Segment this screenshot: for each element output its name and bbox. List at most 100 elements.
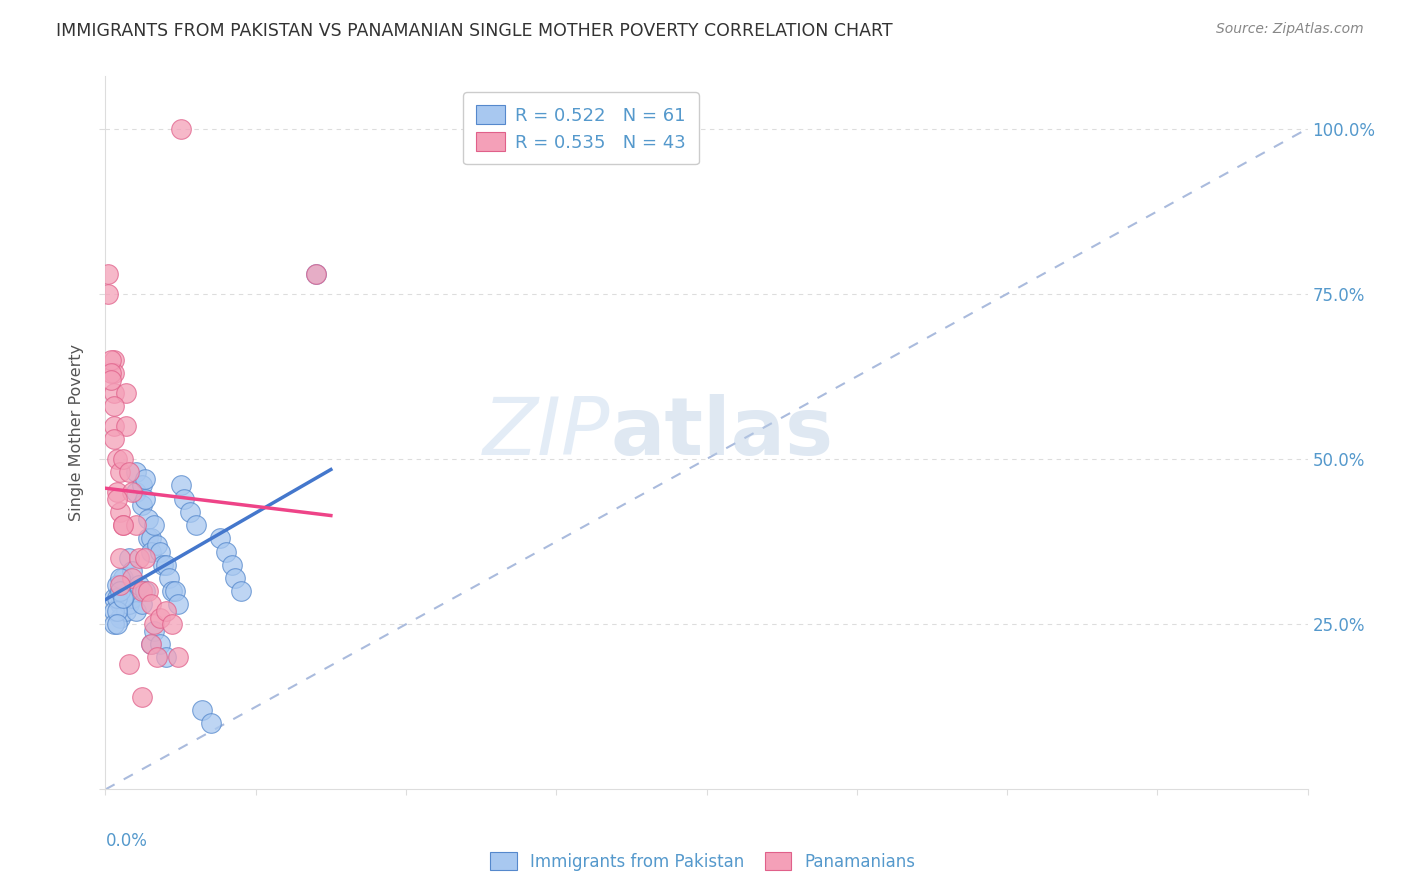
Point <box>107 617 129 632</box>
Text: ZIP: ZIP <box>484 393 610 472</box>
Point <box>112 518 135 533</box>
Point <box>103 399 125 413</box>
Point <box>115 604 138 618</box>
Text: atlas: atlas <box>610 393 834 472</box>
Point <box>208 532 231 546</box>
Point <box>136 584 159 599</box>
Point <box>139 544 162 558</box>
Point <box>107 604 129 618</box>
Point <box>224 571 246 585</box>
Point <box>121 591 143 605</box>
Point <box>115 577 138 591</box>
Point <box>221 558 243 572</box>
Point <box>145 650 167 665</box>
Point <box>110 577 132 591</box>
Point <box>136 511 159 525</box>
Point <box>103 432 125 446</box>
Point <box>145 538 167 552</box>
Point <box>124 485 146 500</box>
Point <box>142 518 165 533</box>
Point <box>179 505 201 519</box>
Point <box>115 419 138 434</box>
Point <box>103 353 125 368</box>
Point <box>148 637 170 651</box>
Point <box>134 491 156 506</box>
Point <box>131 478 153 492</box>
Point <box>115 386 138 401</box>
Point <box>100 353 122 368</box>
Point <box>110 465 132 479</box>
Point <box>103 617 125 632</box>
Point <box>134 551 156 566</box>
Point <box>124 518 146 533</box>
Point <box>166 650 188 665</box>
Text: IMMIGRANTS FROM PAKISTAN VS PANAMANIAN SINGLE MOTHER POVERTY CORRELATION CHART: IMMIGRANTS FROM PAKISTAN VS PANAMANIAN S… <box>56 22 893 40</box>
Point <box>152 558 174 572</box>
Point <box>190 703 212 717</box>
Point <box>121 565 143 579</box>
Point <box>103 386 125 401</box>
Point <box>131 690 153 704</box>
Point <box>107 591 129 605</box>
Point <box>128 577 150 591</box>
Point <box>124 465 146 479</box>
Point <box>100 366 122 380</box>
Point <box>139 637 162 651</box>
Point <box>157 571 180 585</box>
Point <box>142 624 165 638</box>
Point <box>118 598 141 612</box>
Point <box>160 617 183 632</box>
Point <box>118 584 141 599</box>
Point <box>214 544 236 558</box>
Point <box>166 598 188 612</box>
Point <box>112 518 135 533</box>
Point <box>110 598 132 612</box>
Point <box>110 584 132 599</box>
Point <box>121 571 143 585</box>
Point <box>97 267 120 281</box>
Point <box>184 518 207 533</box>
Point <box>118 551 141 566</box>
Point <box>112 591 135 605</box>
Point <box>169 121 191 136</box>
Point <box>136 532 159 546</box>
Y-axis label: Single Mother Poverty: Single Mother Poverty <box>69 344 84 521</box>
Point <box>148 610 170 624</box>
Point <box>139 637 162 651</box>
Text: 0.0%: 0.0% <box>105 832 148 850</box>
Point <box>118 465 141 479</box>
Point <box>142 617 165 632</box>
Point <box>155 604 177 618</box>
Point <box>131 498 153 512</box>
Point <box>103 604 125 618</box>
Point <box>112 452 135 467</box>
Point <box>100 373 122 387</box>
Point <box>305 267 328 281</box>
Point <box>110 571 132 585</box>
Point <box>112 571 135 585</box>
Point <box>103 366 125 380</box>
Point <box>139 532 162 546</box>
Point <box>134 472 156 486</box>
Point <box>124 604 146 618</box>
Point <box>169 478 191 492</box>
Point <box>107 577 129 591</box>
Point <box>155 558 177 572</box>
Point <box>163 584 186 599</box>
Point <box>200 716 222 731</box>
Point <box>128 551 150 566</box>
Legend: Immigrants from Pakistan, Panamanians: Immigrants from Pakistan, Panamanians <box>482 844 924 880</box>
Point <box>131 598 153 612</box>
Point <box>148 544 170 558</box>
Legend: R = 0.522   N = 61, R = 0.535   N = 43: R = 0.522 N = 61, R = 0.535 N = 43 <box>463 92 699 164</box>
Point <box>139 598 162 612</box>
Point <box>110 610 132 624</box>
Point <box>110 505 132 519</box>
Point <box>107 491 129 506</box>
Point <box>103 419 125 434</box>
Point <box>160 584 183 599</box>
Point <box>107 452 129 467</box>
Text: Source: ZipAtlas.com: Source: ZipAtlas.com <box>1216 22 1364 37</box>
Point <box>173 491 195 506</box>
Point <box>112 591 135 605</box>
